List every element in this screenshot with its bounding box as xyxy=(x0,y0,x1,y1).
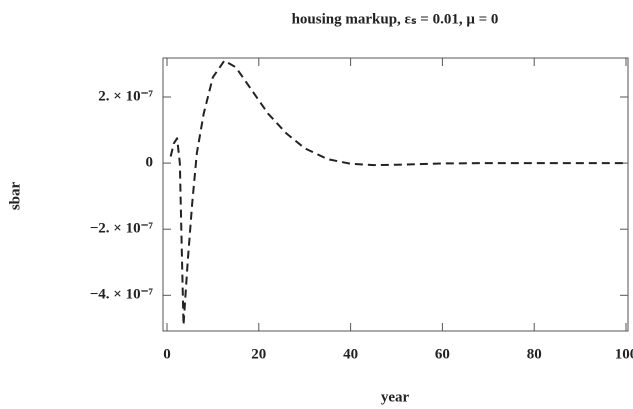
y-axis-label: sbar xyxy=(7,181,23,210)
data-line xyxy=(169,59,626,327)
y-tick-label: −4. × 10⁻⁷ xyxy=(90,287,154,303)
y-tick-label: −2. × 10⁻⁷ xyxy=(90,221,154,237)
x-tick-label: 0 xyxy=(163,346,171,362)
chart-title: housing markup, εₛ = 0.01, μ = 0 xyxy=(292,11,499,27)
x-tick-label: 80 xyxy=(527,346,542,362)
x-tick-label: 40 xyxy=(343,346,358,362)
x-tick-label: 20 xyxy=(251,346,266,362)
x-axis-label: year xyxy=(381,389,410,405)
y-tick-label: 2. × 10⁻⁷ xyxy=(98,88,153,104)
x-tick-label: 100 xyxy=(615,346,633,362)
x-tick-label: 60 xyxy=(435,346,450,362)
y-tick-label: 0 xyxy=(146,155,154,171)
plot-frame xyxy=(162,57,629,332)
